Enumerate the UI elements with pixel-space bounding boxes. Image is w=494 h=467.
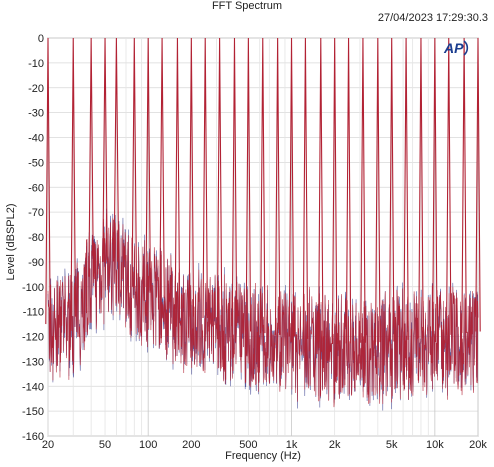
y-tick-label: 0 bbox=[38, 33, 44, 45]
series-layer bbox=[45, 37, 481, 411]
peak-line bbox=[274, 37, 281, 335]
peak-line bbox=[475, 37, 481, 332]
peak-line bbox=[461, 37, 467, 334]
peak-line bbox=[102, 37, 108, 262]
peak-line bbox=[113, 37, 120, 258]
peak-line bbox=[432, 37, 438, 337]
peak-line bbox=[302, 37, 309, 339]
peak-line bbox=[88, 37, 94, 277]
peak-line bbox=[388, 37, 395, 342]
peak-line bbox=[174, 37, 181, 309]
y-tick-label: -100 bbox=[22, 282, 44, 294]
y-tick-label: -80 bbox=[28, 232, 44, 244]
y-tick-label: -70 bbox=[28, 207, 44, 219]
x-tick-label: 2k bbox=[329, 439, 341, 451]
peak-line bbox=[131, 37, 138, 287]
y-tick-label: -40 bbox=[28, 133, 44, 145]
peak-line bbox=[345, 37, 352, 344]
y-tick-label: -110 bbox=[23, 307, 44, 319]
peak-line bbox=[70, 37, 76, 317]
peak-line bbox=[145, 37, 151, 287]
peak-line bbox=[445, 37, 452, 335]
x-axis-label: Frequency (Hz) bbox=[225, 450, 301, 462]
x-tick-label: 1k bbox=[286, 439, 298, 451]
timestamp: 27/04/2023 17:29:30.3 bbox=[377, 12, 488, 24]
y-tick-label: -30 bbox=[28, 108, 44, 120]
peak-line bbox=[45, 37, 51, 325]
x-tick-label: 50 bbox=[99, 439, 111, 451]
x-tick-label: 100 bbox=[139, 439, 157, 451]
peak-line bbox=[318, 37, 324, 342]
y-tick-label: -60 bbox=[28, 182, 44, 194]
y-tick-label: -160 bbox=[22, 431, 44, 443]
series-line bbox=[47, 213, 479, 408]
peak-line bbox=[188, 37, 195, 317]
x-tick-label: 10k bbox=[426, 439, 444, 451]
peak-line bbox=[231, 37, 238, 327]
y-tick-label: -10 bbox=[28, 58, 44, 70]
peak-line bbox=[403, 37, 409, 340]
chart-title: FFT Spectrum bbox=[211, 0, 283, 12]
x-tick-label: 20 bbox=[42, 439, 54, 451]
axis-ticks: 0 -10 -20 -30 -40 -50 -60 -70 -80 -90 -100 -110 -120… bbox=[22, 33, 487, 451]
x-tick-label: 20k bbox=[469, 439, 487, 451]
peak-line bbox=[216, 37, 223, 321]
peak-line bbox=[202, 37, 208, 318]
peak-line bbox=[159, 37, 165, 298]
y-tick-label: -20 bbox=[28, 83, 44, 95]
peak-line bbox=[288, 37, 295, 337]
y-tick-label: -130 bbox=[22, 356, 44, 368]
y-tick-label: -150 bbox=[22, 406, 44, 418]
peak-line bbox=[245, 37, 252, 332]
ap-logo-icon: AP bbox=[443, 40, 469, 56]
x-tick-label: 500 bbox=[239, 439, 257, 451]
peak-line bbox=[331, 37, 338, 344]
peak-line bbox=[375, 37, 381, 343]
x-tick-label: 200 bbox=[182, 439, 200, 451]
x-tick-label: 5k bbox=[386, 439, 398, 451]
peak-line bbox=[260, 37, 266, 334]
y-tick-label: -140 bbox=[22, 381, 44, 393]
peak-line bbox=[360, 37, 366, 343]
y-tick-label: -50 bbox=[28, 157, 44, 169]
svg-text:AP: AP bbox=[443, 40, 464, 56]
y-tick-label: -90 bbox=[28, 257, 44, 269]
peak-line bbox=[418, 37, 424, 339]
y-tick-label: -120 bbox=[22, 332, 44, 344]
